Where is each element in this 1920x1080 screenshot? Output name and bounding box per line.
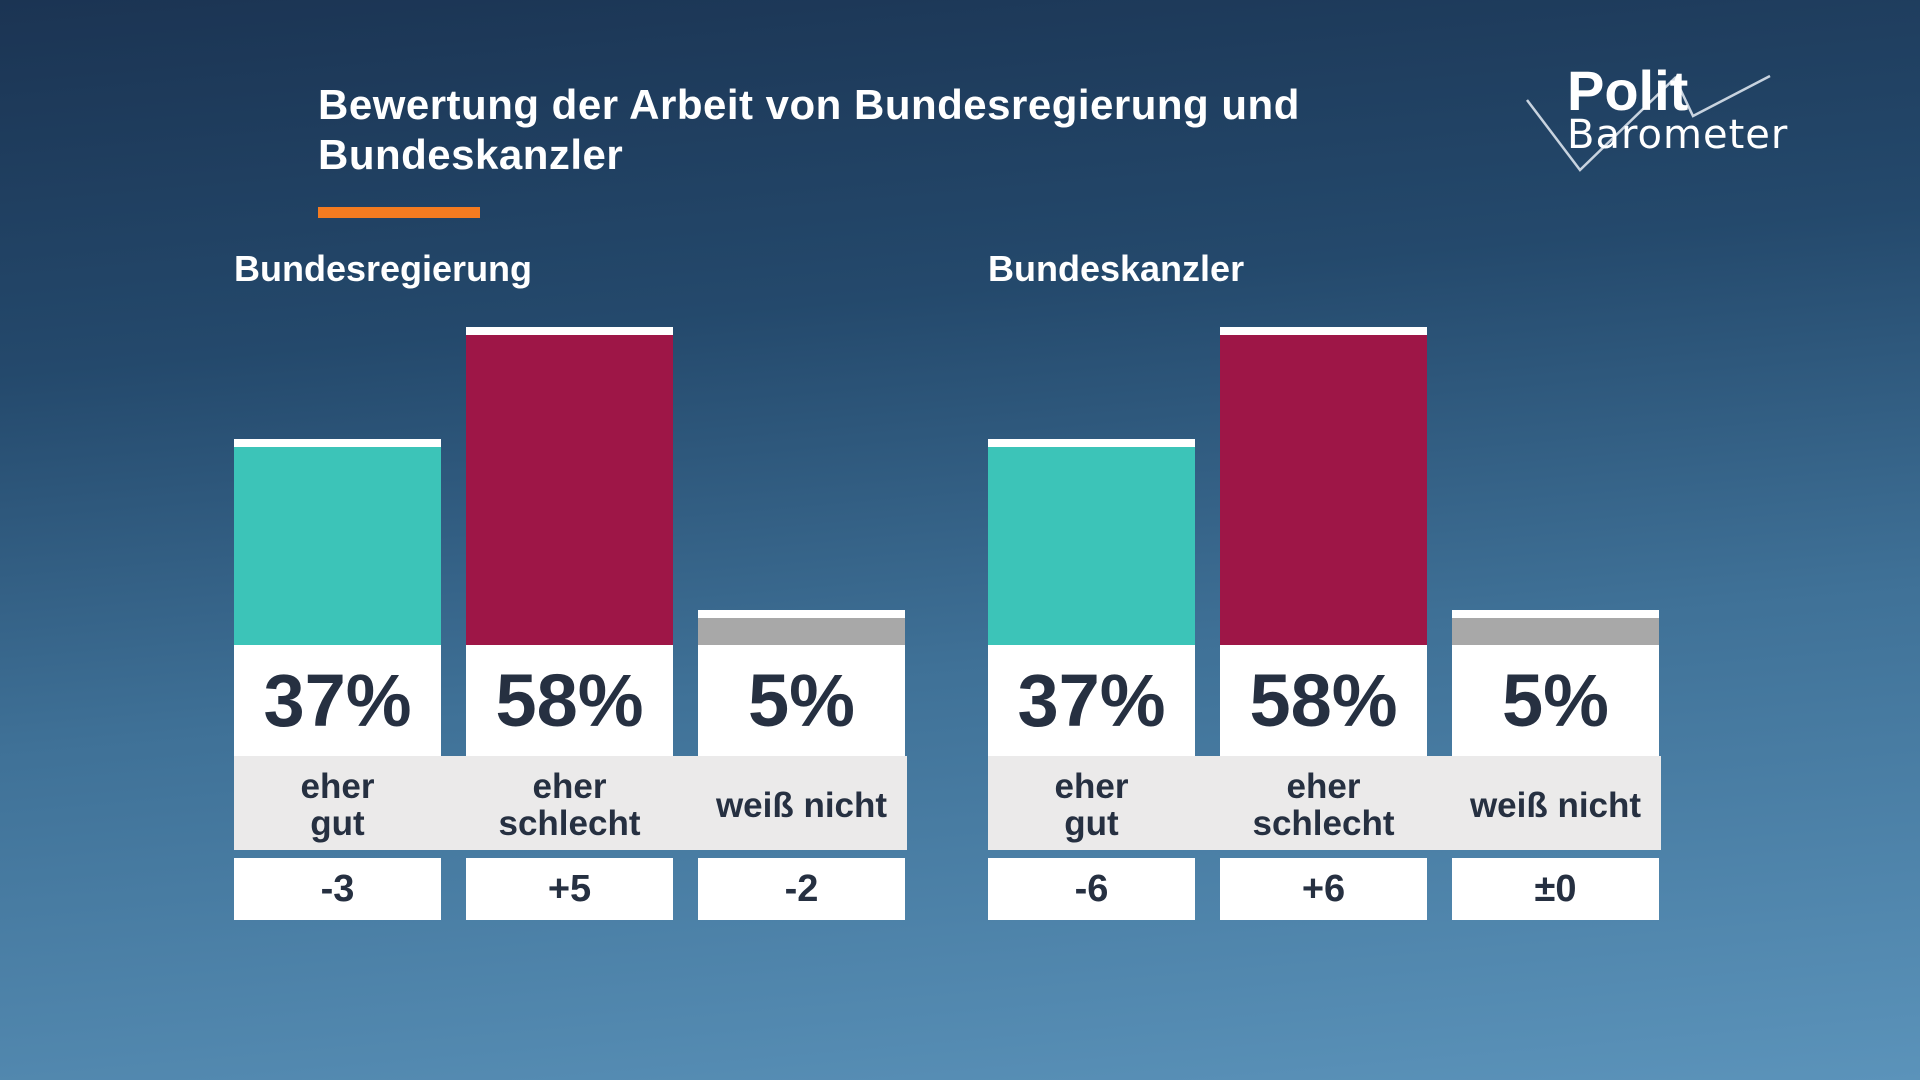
category-label: eher gut — [1054, 767, 1129, 843]
politbarometer-logo: Polit Barometer — [1525, 58, 1787, 178]
label-band — [234, 756, 907, 850]
label-band — [988, 756, 1661, 850]
change-label: +6 — [1220, 858, 1427, 920]
value-label: 58% — [1220, 645, 1427, 756]
bar — [1220, 326, 1427, 645]
bar — [698, 610, 905, 645]
bar-column: 58% eher schlecht +5 — [466, 0, 673, 1080]
bar-column: 5% weiß nicht ±0 — [1452, 0, 1659, 1080]
logo-line1: Polit — [1567, 59, 1689, 122]
value-label: 37% — [234, 645, 441, 756]
bar — [466, 326, 673, 645]
chart-group-2: Bundeskanzler 37% eher gut -6 58% eher s… — [988, 0, 1668, 1080]
change-label: ±0 — [1452, 858, 1659, 920]
category-label: weiß nicht — [1469, 785, 1642, 825]
chart-title: Bewertung der Arbeit von Bundesregierung… — [318, 81, 1300, 178]
value-label: 58% — [466, 645, 673, 756]
chart-group-1: Bundesregierung 37% eher gut -3 58% eher… — [234, 0, 914, 1080]
group-title: Bundeskanzler — [988, 248, 1245, 289]
checkmark-icon — [1526, 74, 1771, 172]
bar-column: 37% eher gut -3 — [234, 0, 441, 1080]
change-label: +5 — [466, 858, 673, 920]
value-label: 37% — [988, 645, 1195, 756]
category-label: weiß nicht — [715, 785, 888, 825]
change-label: -3 — [234, 858, 441, 920]
bar-column: 58% eher schlecht +6 — [1220, 0, 1427, 1080]
bar — [1452, 610, 1659, 645]
logo-line2: Barometer — [1567, 112, 1789, 158]
category-label: eher schlecht — [498, 767, 641, 843]
bar-column: 5% weiß nicht -2 — [698, 0, 905, 1080]
change-label: -6 — [988, 858, 1195, 920]
change-label: -2 — [698, 858, 905, 920]
bar-column: 37% eher gut -6 — [988, 0, 1195, 1080]
group-title: Bundesregierung — [234, 248, 533, 289]
value-label: 5% — [1452, 645, 1659, 756]
bar — [988, 439, 1195, 645]
category-label: eher schlecht — [1252, 767, 1395, 843]
title-accent-line — [318, 207, 480, 218]
value-label: 5% — [698, 645, 905, 756]
bar — [234, 439, 441, 645]
category-label: eher gut — [300, 767, 375, 843]
